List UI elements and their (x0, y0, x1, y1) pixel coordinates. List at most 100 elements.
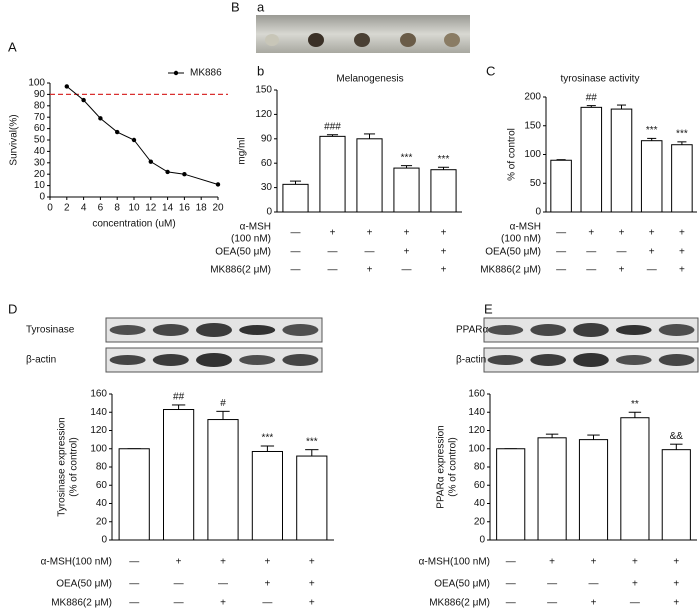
bar (393, 167, 420, 213)
treatment-sign: + (441, 265, 447, 276)
treatment-label: α-MSH (240, 222, 271, 233)
bar (550, 159, 572, 213)
bar (610, 108, 633, 213)
blot-label: PPARα (456, 325, 488, 336)
y-tick-label: 40 (474, 498, 486, 509)
blot-band (239, 325, 276, 335)
treatment-sign: — (129, 579, 139, 590)
y-tick-label: 0 (535, 207, 541, 218)
annotation: *** (438, 154, 450, 165)
treatment-sign: — (506, 557, 516, 568)
y-tick-label: 0 (479, 535, 485, 546)
treatment-sign: + (679, 247, 685, 258)
treatment-sign: + (367, 228, 373, 239)
y-tick-label: 150 (524, 120, 541, 131)
bar (671, 144, 693, 213)
y-tick-label: 80 (96, 462, 108, 473)
blot-band (615, 325, 652, 335)
treatment-sign: — (586, 265, 596, 276)
point (182, 172, 187, 177)
y-tick-label: 200 (524, 92, 541, 103)
blot-band (196, 353, 232, 367)
treatment-sign: + (441, 228, 447, 239)
y-tick-label: 80 (34, 100, 46, 111)
blot-band (487, 355, 524, 365)
y-tick-label: 50 (34, 135, 46, 146)
chart-title: Melanogenesis (336, 74, 403, 85)
blot-band (487, 325, 524, 335)
treatment-sign: — (328, 265, 338, 276)
treatment-sign: — (547, 598, 557, 609)
treatment-sign: + (591, 557, 597, 568)
y-tick-label: 60 (96, 480, 108, 491)
treatment-sign: + (404, 228, 410, 239)
panel-label: B (231, 0, 240, 14)
y-tick-label: 20 (474, 516, 486, 527)
tube (400, 33, 416, 47)
treatment-sign: + (330, 228, 336, 239)
series-line (66, 86, 219, 185)
blot-band (152, 324, 189, 336)
treatment-sign: + (549, 557, 555, 568)
blot (105, 317, 323, 343)
tube (444, 33, 460, 47)
x-tick-label: 0 (47, 203, 53, 214)
blot-band (282, 354, 319, 366)
treatment-sign: + (588, 228, 594, 239)
bar (496, 448, 526, 541)
annotation: && (670, 431, 684, 442)
annotation: *** (306, 436, 318, 447)
point (115, 129, 120, 135)
panel-label: C (486, 63, 495, 78)
treatment-sign: + (309, 557, 315, 568)
treatment-sign: — (506, 579, 516, 590)
treatment-label: (100 nM) (231, 234, 271, 245)
y-tick-label: 140 (90, 407, 107, 418)
treatment-sign: + (673, 598, 679, 609)
treatment-sign: — (556, 265, 566, 276)
y-tick-label: 120 (90, 425, 107, 436)
blot-band (530, 354, 567, 366)
bar (661, 449, 691, 541)
treatment-sign: — (291, 228, 301, 239)
point (131, 137, 137, 143)
blot-band (573, 323, 609, 337)
tube (308, 33, 324, 47)
treatment-sign: — (174, 579, 184, 590)
y-tick-label: 100 (90, 443, 107, 454)
y-tick-label: 120 (255, 109, 272, 120)
treatment-sign: + (441, 247, 447, 258)
treatment-label: OEA(50 μM) (56, 579, 112, 590)
treatment-sign: — (129, 557, 139, 568)
bar (251, 450, 283, 541)
y-tick-label: 90 (34, 89, 46, 100)
treatment-sign: + (220, 598, 226, 609)
bar (296, 455, 328, 541)
bar (356, 138, 383, 213)
point (98, 116, 103, 121)
blot-label: β-actin (456, 355, 486, 366)
annotation: ## (586, 92, 598, 103)
blot-band (109, 355, 146, 365)
x-tick-label: 16 (179, 203, 191, 214)
y-tick-label: 160 (90, 389, 107, 400)
treatment-label: MK886(2 μM) (210, 265, 271, 276)
y-tick-label: 10 (34, 180, 46, 191)
treatment-sign: — (328, 247, 338, 258)
treatment-sign: — (506, 598, 516, 609)
treatment-label: α-MSH(100 nM) (419, 557, 490, 568)
treatment-sign: — (402, 265, 412, 276)
treatment-label: MK886(2 μM) (429, 598, 490, 609)
treatment-sign: — (291, 247, 301, 258)
treatment-label: α-MSH(100 nM) (41, 557, 112, 568)
blot-band (530, 324, 567, 336)
treatment-sign: — (647, 265, 657, 276)
bar (537, 437, 567, 541)
point (215, 182, 221, 187)
treatment-label: α-MSH (510, 222, 541, 233)
point (64, 84, 70, 89)
annotation: *** (262, 433, 274, 444)
treatment-sign: + (679, 228, 685, 239)
bar (640, 140, 663, 213)
y-tick-label: 60 (34, 123, 46, 134)
